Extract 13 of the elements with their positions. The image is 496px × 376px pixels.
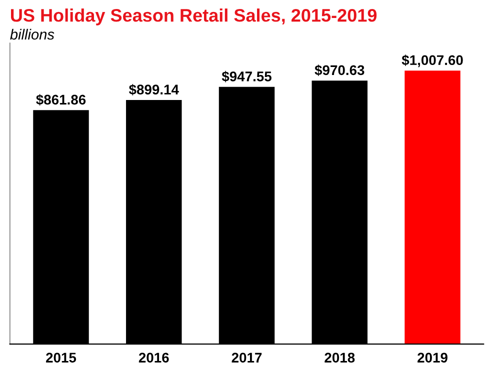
x-tick-label: 2018 <box>324 352 355 363</box>
x-tick-label: 2016 <box>138 352 169 363</box>
x-tick-label: 2015 <box>46 352 76 363</box>
data-label: $861.86 <box>36 94 86 106</box>
x-tick-label: 2017 <box>232 352 262 363</box>
data-label: $899.14 <box>128 84 179 96</box>
data-label: $970.63 <box>314 64 364 76</box>
chart-title: US Holiday Season Retail Sales, 2015-2019 <box>11 8 377 26</box>
chart-subtitle: billions <box>10 28 54 40</box>
x-tick-label: 2019 <box>418 352 448 363</box>
data-label: $1,007.60 <box>402 54 463 68</box>
bar <box>404 70 460 344</box>
data-label: $947.55 <box>222 70 272 82</box>
